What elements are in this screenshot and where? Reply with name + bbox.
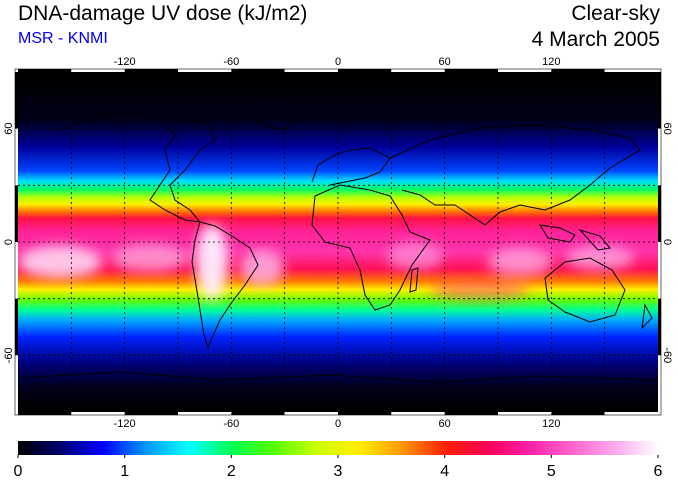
frame-outline <box>14 68 662 416</box>
lat-tick-label: 60 <box>3 123 15 135</box>
lon-tick-label: 120 <box>542 418 560 430</box>
frame-segment <box>178 412 232 415</box>
frame-segment <box>18 69 72 72</box>
frame-segment <box>15 298 18 356</box>
frame-segment <box>551 69 605 72</box>
lon-tick-label: 0 <box>335 56 341 68</box>
uv-hotspots <box>18 224 634 300</box>
frame-segment <box>15 242 18 299</box>
lon-ticks-top: -120 -60 0 60 120 <box>114 56 561 68</box>
lon-tick-label: 60 <box>439 418 451 430</box>
frame-segment <box>444 69 498 72</box>
colorbar-tick-label: 0 <box>14 463 23 480</box>
colorbar-tick-label: 5 <box>547 463 556 480</box>
frame-segment <box>71 69 125 72</box>
colorbar-tick-label: 3 <box>334 463 343 480</box>
frame-segment <box>658 128 661 186</box>
lat-tick-label: 0 <box>3 239 15 245</box>
frame-segment <box>124 69 178 72</box>
lon-tick-label: 120 <box>542 56 560 68</box>
frame-segment <box>658 242 661 299</box>
frame-segment <box>178 69 232 72</box>
lat-tick-label: 0 <box>661 239 673 245</box>
lon-tick-label: 0 <box>335 418 341 430</box>
frame-segment <box>551 412 605 415</box>
frame-segment <box>338 69 392 72</box>
frame-segment <box>391 69 445 72</box>
frame-segment <box>124 412 178 415</box>
frame-segment <box>658 185 661 242</box>
frame-segment <box>18 412 72 415</box>
frame-segment <box>604 69 658 72</box>
frame-segment <box>658 298 661 356</box>
colorbar-tick-label: 1 <box>120 463 129 480</box>
map-frame <box>14 68 662 416</box>
lon-ticks-bottom: -120 -60 0 60 120 <box>114 418 561 430</box>
frame-segment <box>15 185 18 242</box>
colorbar-tick-label: 6 <box>654 463 663 480</box>
frame-segment <box>15 128 18 186</box>
lon-tick-label: 60 <box>439 56 451 68</box>
frame-segment <box>231 412 285 415</box>
lon-tick-label: -120 <box>114 56 136 68</box>
lat-ticks-right: 60 0 -60 <box>661 123 673 364</box>
colorbar-tick-label: 2 <box>227 463 236 480</box>
frame-segment <box>391 412 445 415</box>
frame-segment <box>604 412 658 415</box>
frame-segment <box>498 412 552 415</box>
lon-tick-label: -60 <box>223 56 239 68</box>
lat-tick-label: -60 <box>661 347 673 363</box>
frame-segment <box>231 69 285 72</box>
frame-segment <box>15 72 18 129</box>
frame-segment <box>658 355 661 412</box>
frame-segment <box>338 412 392 415</box>
frame-segment <box>284 412 338 415</box>
frame-segment <box>658 72 661 129</box>
frame-segment <box>498 69 552 72</box>
map-source: MSR - KNMI <box>18 30 108 47</box>
colorbar-tick-label: 4 <box>440 463 449 480</box>
frame-segment <box>15 355 18 412</box>
lat-tick-label: -60 <box>3 347 15 363</box>
map-date: 4 March 2005 <box>531 28 660 51</box>
colorbar-ticks: 0 1 2 3 4 5 6 <box>14 455 663 480</box>
lat-tick-label: 60 <box>661 123 673 135</box>
gridlines <box>18 72 658 412</box>
sky-condition: Clear-sky <box>571 2 660 25</box>
lat-ticks-left: 60 0 -60 <box>3 123 15 364</box>
frame-segment <box>284 69 338 72</box>
frame-segment <box>444 412 498 415</box>
colorbar <box>18 441 658 455</box>
frame-segment <box>71 412 125 415</box>
coastlines <box>18 95 658 383</box>
lon-tick-label: -60 <box>223 418 239 430</box>
lon-tick-label: -120 <box>114 418 136 430</box>
map-title: DNA-damage UV dose (kJ/m2) <box>18 2 308 25</box>
